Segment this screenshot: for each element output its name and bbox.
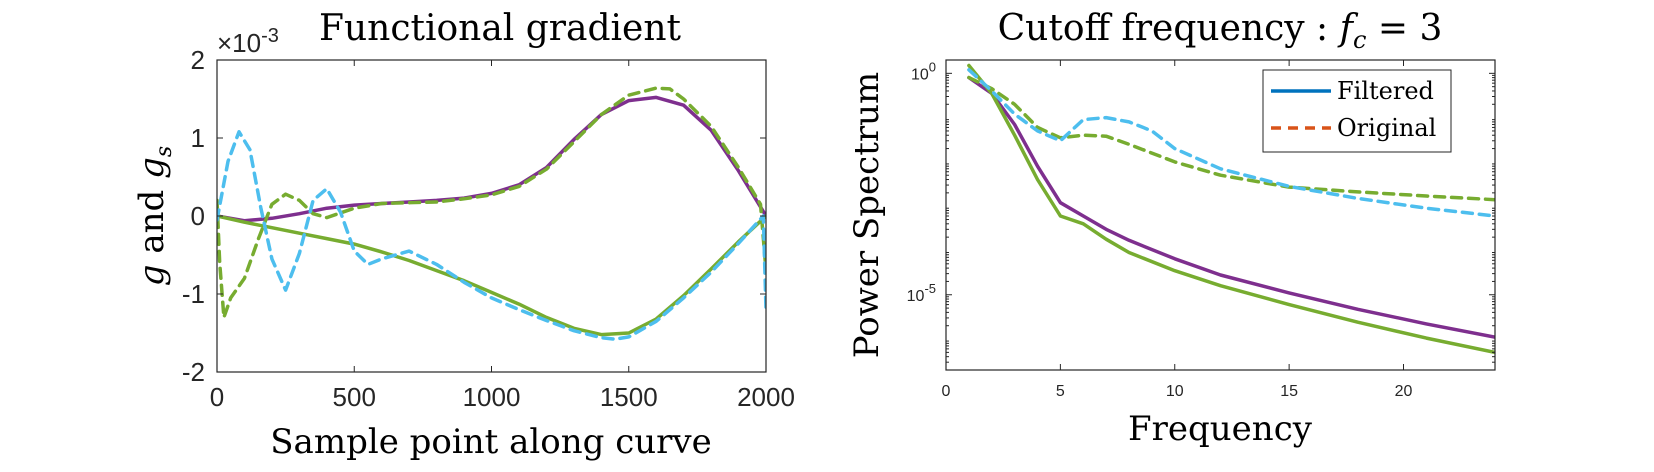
x-tick-label: 15	[1280, 383, 1298, 400]
series-line-0-2	[217, 86, 766, 320]
y-tick-label: 0	[191, 201, 205, 231]
series-line-1-0	[967, 75, 1495, 339]
y-tick-label: -2	[182, 357, 205, 387]
x-tick-label: 10	[1166, 383, 1184, 400]
right-x-ticks: 0 5 10 15 20	[942, 60, 1413, 400]
x-tick-label: 0	[942, 383, 951, 400]
right-y-ticks: 100 10-5	[907, 59, 1495, 371]
right-chart-title: Cutoff frequency : fc = 3	[998, 8, 1443, 54]
series-line-0-3	[217, 130, 766, 341]
legend-label-filtered: Filtered	[1337, 77, 1434, 105]
y-tick-label: -1	[182, 279, 205, 309]
y-tick-label: 1	[191, 123, 205, 153]
x-tick-label: 20	[1395, 383, 1413, 400]
x-tick-label: 1500	[600, 382, 658, 412]
right-axes-box	[945, 59, 1496, 371]
left-chart-title: Functional gradient	[319, 8, 682, 49]
left-y-axis-title: g and gs	[132, 146, 177, 286]
y-tick-label: 10-5	[907, 281, 936, 305]
right-x-axis-title: Frequency	[1128, 409, 1313, 449]
right-y-axis-title: Power Spectrum	[847, 72, 887, 359]
x-tick-label: 500	[333, 382, 376, 412]
series-line-1-1	[967, 63, 1495, 355]
x-tick-label: 2000	[737, 382, 795, 412]
left-exponent: ×10-3	[217, 25, 279, 58]
legend: Filtered Original	[1262, 69, 1452, 153]
y-tick-label: 100	[911, 59, 936, 83]
right-chart: 0 5 10 15 20 100 10-5 Cutoff frequency : fc =…	[847, 8, 1496, 449]
legend-box	[1262, 69, 1452, 153]
left-chart: 0 500 1000 1500 2000 2 1 0 -1 -2 ×10-3 Functiona…	[132, 8, 795, 462]
left-y-ticks: 2 1 0 -1 -2	[182, 45, 766, 387]
x-tick-label: 5	[1056, 383, 1065, 400]
series-line-0-1	[217, 214, 766, 337]
left-x-ticks: 0 500 1000 1500 2000	[210, 60, 795, 412]
left-plot-area	[217, 86, 766, 341]
series-line-1-3	[967, 68, 1495, 218]
legend-label-original: Original	[1337, 114, 1436, 142]
left-x-axis-title: Sample point along curve	[270, 422, 711, 462]
x-tick-label: 1000	[463, 382, 521, 412]
series-line-1-2	[967, 75, 1495, 202]
y-tick-label: 2	[191, 45, 205, 75]
right-plot-area	[967, 63, 1495, 355]
x-tick-label: 0	[210, 382, 224, 412]
